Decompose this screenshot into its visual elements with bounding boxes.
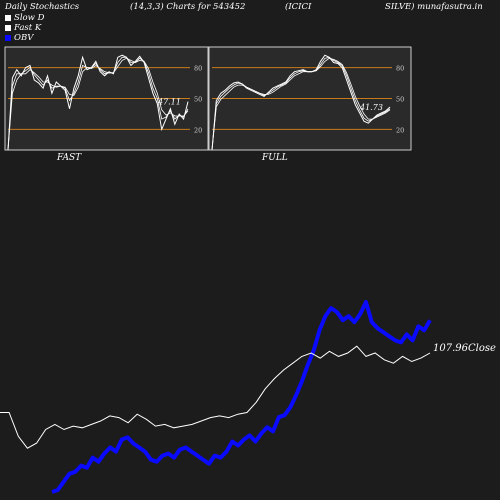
company-name-part1: (ICICI xyxy=(285,2,312,12)
chart-params: (14,3,3) Charts for 543452 xyxy=(130,2,246,12)
full-series-line-2 xyxy=(211,57,391,151)
legend-fast-k: Fast K xyxy=(5,23,41,33)
fast-last-value-label: 47.11 xyxy=(157,98,181,107)
full-stochastic-plot: 80 50 20 41.73 xyxy=(211,54,404,151)
full-last-value-label: 41.73 xyxy=(359,103,383,112)
obv-price-plot xyxy=(0,300,432,494)
legend-swatch-slow-d xyxy=(5,14,11,21)
legend-obv: OBV xyxy=(5,33,33,43)
fast-series-line-2 xyxy=(7,57,189,151)
legend-label-fast-k: Fast K xyxy=(14,23,42,33)
company-name-part2: SILVE) munafasutra.in xyxy=(385,2,483,12)
fast-ytick-20: 20 xyxy=(194,126,202,134)
legend-label-obv: OBV xyxy=(14,33,34,43)
full-ytick-80: 80 xyxy=(396,65,404,73)
legend-swatch-fast-k xyxy=(5,24,11,31)
fast-panel-label: FAST xyxy=(57,153,82,163)
legend-swatch-obv xyxy=(5,34,11,41)
fast-ytick-50: 50 xyxy=(194,96,202,104)
chart-title: Daily Stochastics xyxy=(5,2,80,12)
full-panel-label: FULL xyxy=(262,153,288,163)
legend-label-slow-d: Slow D xyxy=(14,13,45,23)
full-ytick-20: 20 xyxy=(396,126,404,134)
full-series-line-1 xyxy=(211,56,391,151)
full-ytick-50: 50 xyxy=(396,96,404,104)
obv-line xyxy=(51,300,432,494)
legend-slow-d: Slow D xyxy=(5,13,44,23)
fast-stochastic-plot: 80 50 20 47.11 xyxy=(7,54,202,151)
close-price-label: 107.96Close xyxy=(433,343,496,354)
fast-ytick-80: 80 xyxy=(194,65,202,73)
close-price-line xyxy=(0,345,431,449)
